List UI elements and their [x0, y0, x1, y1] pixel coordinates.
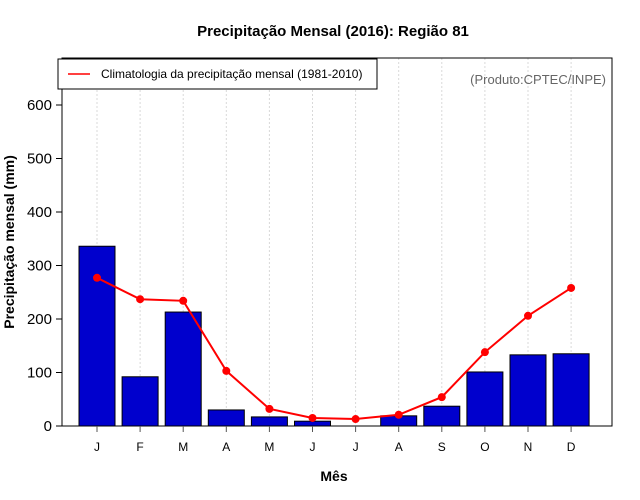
climatology-point-0 [93, 273, 101, 282]
x-tick-label: A [395, 440, 403, 454]
y-tick-label: 100 [27, 365, 52, 382]
x-tick-label: O [480, 440, 489, 454]
bar-2 [164, 311, 202, 427]
climatology-point-1 [136, 295, 145, 304]
y-tick-label: 600 [27, 97, 52, 114]
bar-10 [509, 354, 547, 427]
bar-11 [552, 353, 590, 427]
x-tick-label: D [567, 440, 576, 454]
climatology-point-2 [179, 296, 188, 305]
climatology-point-8 [437, 393, 446, 402]
legend: Climatologia da precipitação mensal (198… [57, 58, 378, 90]
climatology-line [93, 273, 576, 424]
bar-3 [207, 409, 245, 427]
bar-9 [466, 371, 504, 427]
x-tick-label: F [136, 440, 143, 454]
legend-box [57, 58, 378, 90]
y-tick-label: 400 [27, 204, 52, 221]
bar-1 [121, 376, 159, 427]
chart-title: Precipitação Mensal (2016): Região 81 [197, 23, 469, 40]
climatology-point-11 [567, 283, 576, 292]
x-tick-label: N [524, 440, 533, 454]
x-tick-label: J [310, 440, 316, 454]
climatology-point-5 [308, 413, 317, 422]
plot-frame [61, 57, 613, 427]
climatology-polyline [96, 276, 572, 421]
climatology-point-3 [222, 366, 231, 375]
bars [78, 245, 590, 427]
x-tick-label: M [264, 440, 274, 454]
y-tick-label: 200 [27, 311, 52, 328]
x-tick-label: J [353, 440, 359, 454]
bar-4 [250, 416, 288, 427]
bar-0 [78, 245, 116, 427]
x-axis-title: Mês [320, 468, 347, 484]
y-axis: 0 100 200 300 400 500 600 [27, 97, 62, 435]
y-tick-label: 0 [44, 418, 52, 435]
source-annotation: (Produto:CPTEC/INPE) [470, 72, 606, 87]
climatology-point-4 [265, 404, 274, 413]
legend-entry-climatology: Climatologia da precipitação mensal (198… [101, 67, 362, 81]
x-tick-label: M [178, 440, 188, 454]
grid [96, 58, 572, 426]
y-axis-title: Precipitação mensal (mm) [1, 155, 17, 329]
climatology-point-6 [351, 415, 360, 424]
climatology-point-9 [480, 348, 489, 357]
bar-8 [423, 405, 461, 427]
x-tick-label: J [94, 440, 100, 454]
x-tick-label: A [222, 440, 230, 454]
climatology-point-7 [394, 410, 403, 419]
y-tick-label: 300 [27, 258, 52, 275]
y-tick-label: 500 [27, 151, 52, 168]
climatology-point-10 [524, 311, 532, 320]
x-tick-label: S [438, 440, 446, 454]
